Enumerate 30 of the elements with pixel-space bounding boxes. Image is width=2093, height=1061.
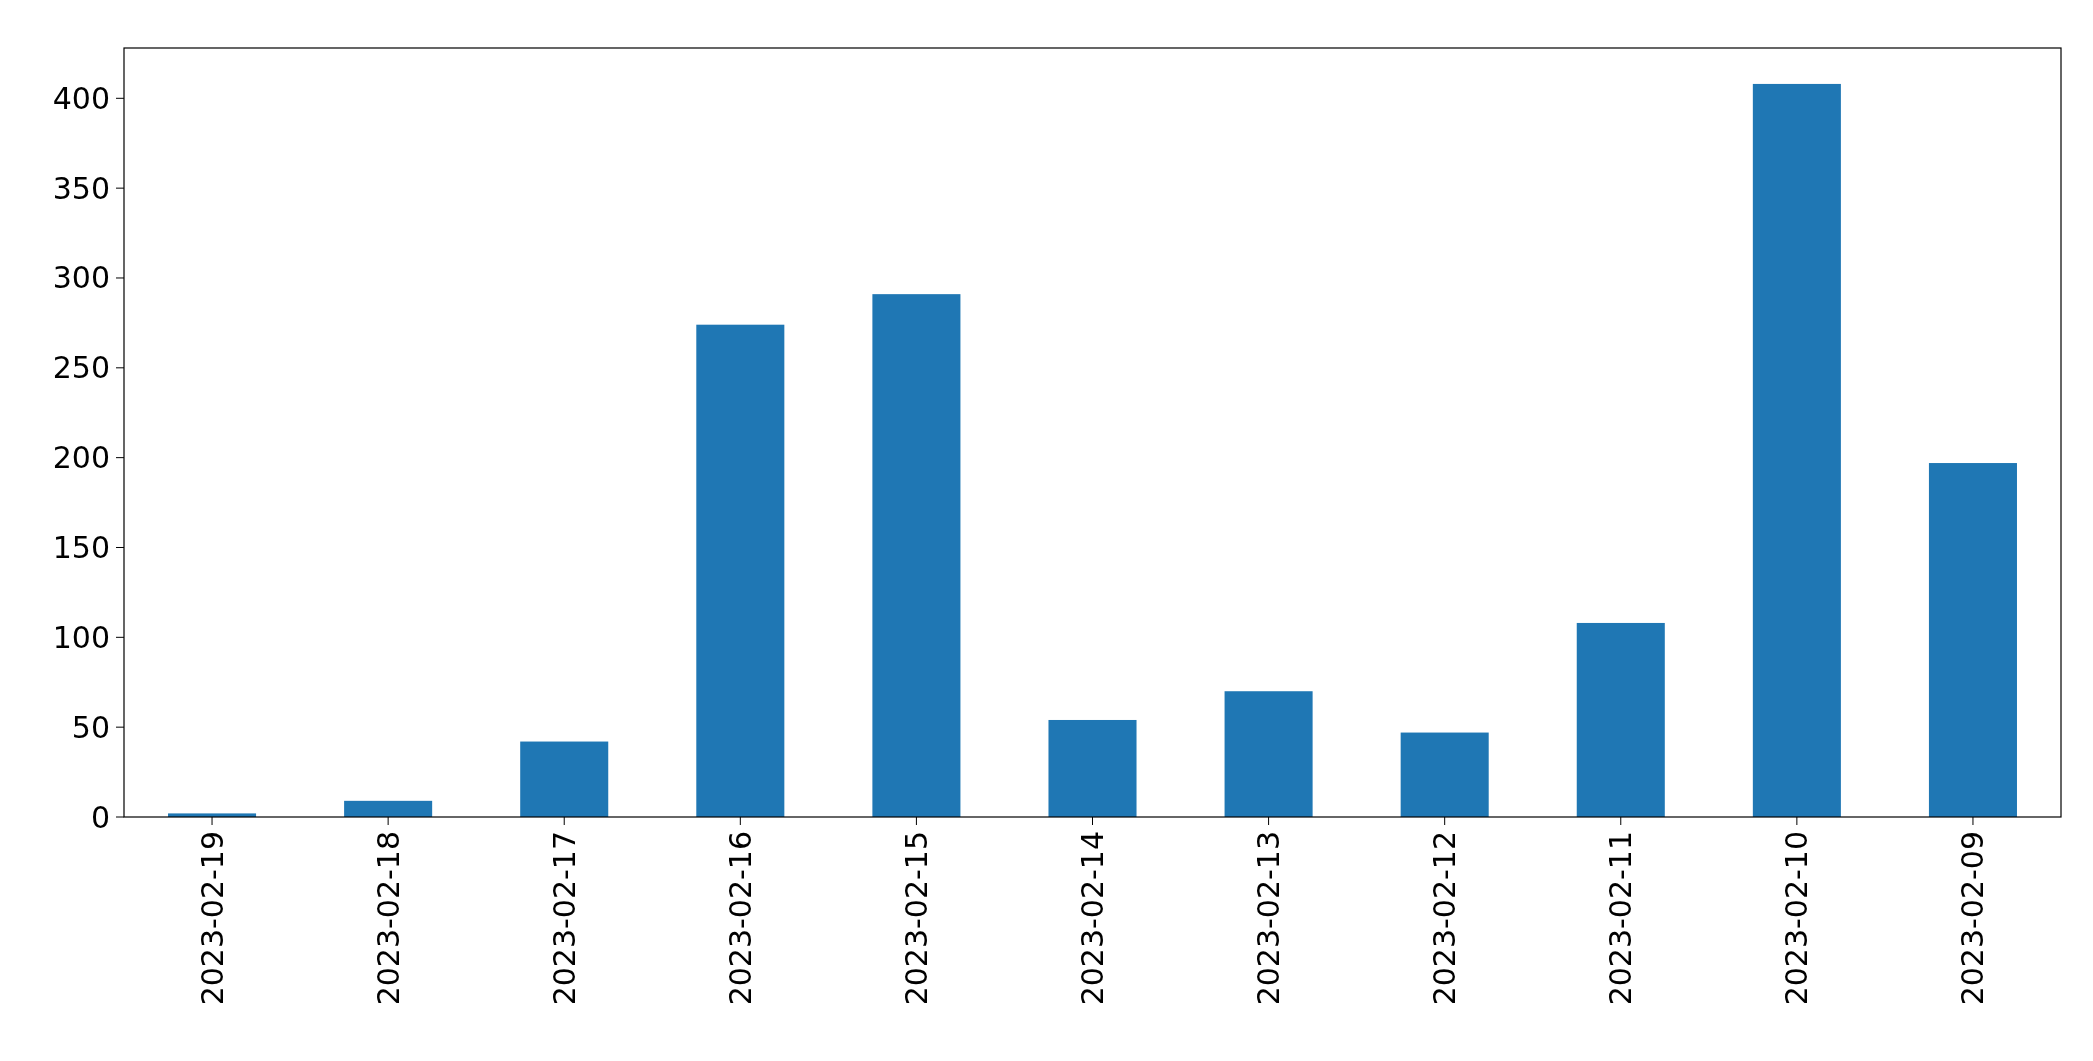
- y-tick-label: 100: [52, 619, 110, 655]
- x-tick-label: 2023-02-18: [370, 831, 406, 1006]
- y-tick-label: 400: [52, 80, 110, 116]
- bar: [1048, 719, 1137, 817]
- x-tick-label: 2023-02-10: [1779, 831, 1815, 1006]
- x-tick-label: 2023-02-12: [1427, 831, 1463, 1006]
- x-tick-label: 2023-02-16: [722, 831, 758, 1006]
- bar: [1752, 83, 1841, 817]
- x-tick-label: 2023-02-14: [1075, 831, 1110, 1006]
- x-tick-label: 2023-02-17: [546, 831, 582, 1006]
- bar: [872, 294, 961, 817]
- bar: [344, 800, 433, 817]
- bar: [1576, 622, 1665, 817]
- bar: [1928, 463, 2017, 817]
- y-tick-label: 250: [52, 350, 110, 386]
- y-tick-label: 350: [52, 170, 110, 206]
- y-tick-label: 300: [52, 260, 110, 296]
- bar: [1224, 691, 1313, 817]
- bar: [1400, 732, 1489, 817]
- y-tick-label: 0: [90, 799, 110, 835]
- x-tick-label: 2023-02-09: [1955, 831, 1991, 1006]
- x-tick-label: 2023-02-19: [194, 831, 230, 1006]
- y-tick-label: 200: [52, 440, 110, 476]
- x-tick-label: 2023-02-13: [1251, 831, 1287, 1006]
- y-tick-label: 150: [52, 529, 110, 565]
- x-tick-label: 2023-02-15: [898, 831, 934, 1006]
- bar: [520, 741, 609, 817]
- x-tick-label: 2023-02-11: [1603, 831, 1639, 1006]
- y-tick-label: 50: [71, 709, 110, 745]
- bar: [696, 324, 785, 817]
